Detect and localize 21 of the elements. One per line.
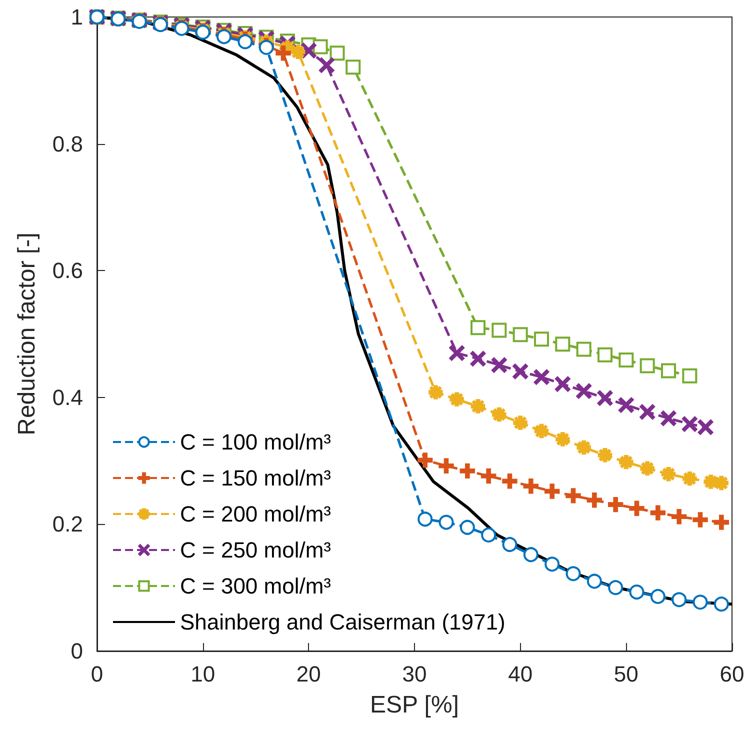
legend-label: C = 100 mol/m³	[180, 430, 331, 454]
x-tick-label: 10	[190, 662, 216, 686]
y-tick-label: 0.4	[52, 384, 83, 410]
y-tick-label: 0.2	[52, 512, 83, 537]
legend-label: C = 300 mol/m³	[180, 574, 331, 598]
x-tick-label: 50	[614, 662, 638, 686]
x-tick-label: 60	[720, 662, 744, 686]
legend-label: C = 150 mol/m³	[180, 466, 331, 490]
x-tick-label: 30	[402, 662, 427, 686]
y-tick-label: 0.6	[52, 258, 83, 284]
x-axis-title: ESP [%]	[370, 692, 459, 718]
legend-label: Shainberg and Caiserman (1971)	[180, 610, 506, 634]
y-tick-label: 0.8	[52, 131, 83, 156]
legend-label: C = 250 mol/m³	[180, 538, 331, 562]
x-tick-label: 0	[90, 662, 104, 686]
legend-label: C = 200 mol/m³	[180, 502, 331, 526]
x-tick-label: 20	[296, 662, 321, 686]
y-tick-label: 1	[70, 4, 83, 30]
y-tick-label: 0	[70, 638, 83, 664]
x-tick-label: 40	[508, 662, 533, 686]
y-axis-title: Reduction factor [-]	[14, 232, 40, 436]
